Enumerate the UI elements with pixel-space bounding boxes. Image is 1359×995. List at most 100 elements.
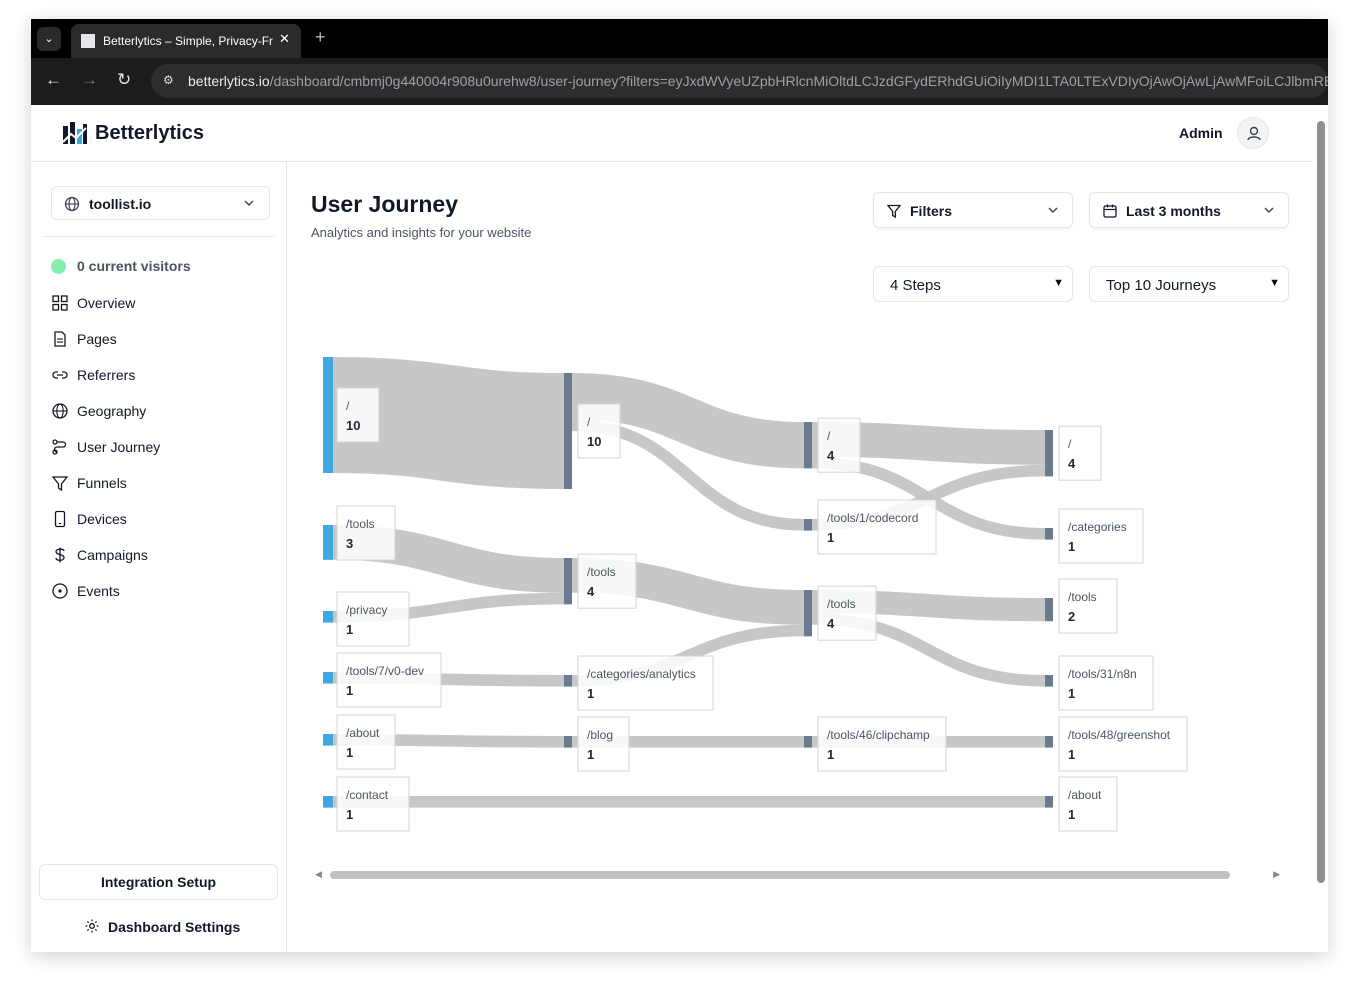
node-label-box <box>577 403 621 459</box>
node-label-name: /blog <box>587 728 613 742</box>
node-label-box <box>336 591 410 647</box>
sidebar-item-geography[interactable]: Geography <box>51 400 271 424</box>
sidebar-item-devices[interactable]: Devices <box>51 508 271 532</box>
close-icon[interactable]: ✕ <box>279 31 290 46</box>
sankey-node[interactable] <box>564 373 572 489</box>
node-label-box <box>336 652 442 708</box>
node-label-name: /tools <box>346 517 375 531</box>
sankey-node[interactable] <box>804 736 812 748</box>
sidebar-item-user-journey[interactable]: User Journey <box>51 436 271 460</box>
globe-icon <box>64 196 80 212</box>
sidebar-item-events[interactable]: Events <box>51 580 271 604</box>
grid-icon <box>52 295 68 311</box>
node-label-name: / <box>587 415 591 429</box>
integration-setup-button[interactable]: Integration Setup <box>39 864 278 900</box>
node-label-name: /about <box>346 726 380 740</box>
sankey-node[interactable] <box>1045 796 1053 808</box>
sankey-node[interactable] <box>323 796 333 808</box>
sankey-node[interactable] <box>1045 528 1053 540</box>
node-label-value: 1 <box>827 747 834 762</box>
document-icon <box>54 331 66 347</box>
sidebar-item-label: Referrers <box>77 367 136 383</box>
sankey-node[interactable] <box>564 558 572 605</box>
sankey-node[interactable] <box>323 525 333 560</box>
new-tab-icon[interactable]: + <box>315 27 326 47</box>
node-label-value: 1 <box>346 745 353 760</box>
chevron-down-icon <box>1048 207 1058 213</box>
sankey-link[interactable] <box>571 373 805 469</box>
vertical-scrollbar[interactable] <box>1315 105 1328 952</box>
node-label-name: /tools <box>587 565 616 579</box>
sidebar-item-funnels[interactable]: Funnels <box>51 472 271 496</box>
sankey-node[interactable] <box>1045 430 1053 477</box>
scrollbar-thumb[interactable] <box>330 871 1230 879</box>
node-label-box <box>817 499 937 555</box>
scroll-right-icon[interactable]: ▶ <box>1273 869 1280 879</box>
node-label-box <box>336 714 396 770</box>
avatar[interactable] <box>1237 117 1269 149</box>
node-label-name: /tools <box>827 597 856 611</box>
sankey-node[interactable] <box>1045 598 1053 622</box>
node-label-name: / <box>346 399 350 413</box>
sankey-node[interactable] <box>323 611 333 623</box>
sidebar-item-label: Pages <box>77 331 117 347</box>
node-label-name: /tools/46/clipchamp <box>827 728 930 742</box>
filters-button[interactable]: Filters <box>873 192 1073 228</box>
sankey-node[interactable] <box>323 734 333 746</box>
scrollbar-thumb[interactable] <box>1317 121 1325 883</box>
node-label-value: 10 <box>346 418 360 433</box>
sidebar-item-referrers[interactable]: Referrers <box>51 364 271 388</box>
url-field[interactable]: ⚙ betterlytics.io/dashboard/cmbmj0g44000… <box>151 64 1328 98</box>
node-label-box <box>336 387 380 443</box>
dashboard-settings-label: Dashboard Settings <box>108 919 241 935</box>
forward-icon[interactable]: → <box>81 70 98 89</box>
sidebar-item-pages[interactable]: Pages <box>51 328 271 352</box>
node-label-box <box>577 553 637 609</box>
node-label-value: 4 <box>827 448 835 463</box>
sankey-node[interactable] <box>564 675 572 687</box>
sidebar-item-overview[interactable]: Overview <box>51 292 271 316</box>
sidebar-item-label: Overview <box>77 295 136 311</box>
sankey-node[interactable] <box>564 736 572 748</box>
steps-select[interactable]: 4 Steps ▼ <box>873 266 1073 302</box>
divider <box>43 236 275 237</box>
sidebar-item-campaigns[interactable]: Campaigns <box>51 544 271 568</box>
sankey-node[interactable] <box>323 357 333 473</box>
node-label-name: /tools/1/codecord <box>827 511 918 525</box>
date-range-picker[interactable]: Last 3 months <box>1089 192 1289 228</box>
node-label-value: 1 <box>346 683 353 698</box>
tab-bar: ⌄ Betterlytics – Simple, Privacy-Fr ✕ + <box>31 19 1328 58</box>
reload-icon[interactable]: ↻ <box>117 70 132 89</box>
sankey-node[interactable] <box>1045 736 1053 748</box>
sankey-node[interactable] <box>1045 675 1053 687</box>
node-label-value: 1 <box>1068 539 1075 554</box>
sankey-node[interactable] <box>804 590 812 637</box>
node-label-box <box>1058 578 1118 634</box>
chevron-down-icon: ▼ <box>1269 277 1280 289</box>
scroll-left-icon[interactable]: ◀ <box>315 869 322 879</box>
sankey-node[interactable] <box>804 422 812 469</box>
node-label-value: 1 <box>346 807 353 822</box>
sankey-node[interactable] <box>804 519 812 531</box>
tab-search-icon[interactable]: ⌄ <box>37 27 61 51</box>
node-label-box <box>1058 655 1154 711</box>
node-label-value: 2 <box>1068 609 1075 624</box>
horizontal-scrollbar[interactable]: ◀ ▶ <box>312 868 1292 882</box>
back-icon[interactable]: ← <box>45 70 62 89</box>
page-subtitle: Analytics and insights for your website <box>311 225 532 240</box>
user-journey-sankey[interactable]: / 10/tools 3/privacy 1/tools/7/v0-dev 1/abou… <box>312 337 1292 872</box>
sidebar-item-label: Devices <box>77 511 127 527</box>
sankey-node[interactable] <box>323 672 333 684</box>
node-label-value: 1 <box>827 530 834 545</box>
app-header: Betterlytics Admin <box>31 105 1313 162</box>
brand-name[interactable]: Betterlytics <box>95 122 204 144</box>
site-info-icon[interactable]: ⚙ <box>163 73 174 87</box>
site-selector[interactable]: toollist.io <box>51 186 270 220</box>
sidebar-item-label: Campaigns <box>77 547 148 563</box>
node-label-box <box>1058 776 1118 832</box>
journeys-select[interactable]: Top 10 Journeys ▼ <box>1089 266 1289 302</box>
browser-tab[interactable]: Betterlytics – Simple, Privacy-Fr ✕ <box>71 24 301 58</box>
funnel-icon <box>51 476 69 492</box>
node-label-value: 1 <box>1068 686 1075 701</box>
main-content: User Journey Analytics and insights for … <box>288 162 1313 952</box>
